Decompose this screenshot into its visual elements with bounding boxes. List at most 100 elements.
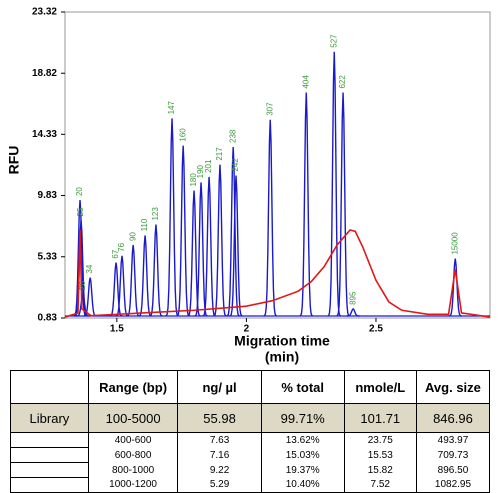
table-cell: nmole/L <box>343 370 417 404</box>
table-cell: 1082.95 <box>415 477 491 493</box>
table-row: Range (bp) ng/ µl% total nmole/L Avg. size <box>10 370 491 404</box>
table-cell: 13.62% <box>260 432 345 448</box>
peak-label: 238 <box>228 129 237 143</box>
y-tick-label: 9.83 <box>38 190 58 201</box>
table-cell <box>10 432 89 448</box>
table-cell: 5.29 <box>177 477 262 493</box>
peak <box>165 118 179 317</box>
table-cell: 101.71 <box>343 403 417 433</box>
table-cell: 15.03% <box>260 447 345 463</box>
peak <box>76 291 90 317</box>
peak-label: 15000 <box>450 232 459 255</box>
table-cell: 15.53 <box>343 447 417 463</box>
table-cell: 7.16 <box>177 447 262 463</box>
peak-label: 307 <box>265 102 274 116</box>
peak <box>202 176 216 317</box>
y-tick-label: 5.33 <box>38 251 58 262</box>
table-cell: 709.73 <box>415 447 491 463</box>
peak <box>73 199 87 317</box>
table-cell: 10.40% <box>260 477 345 493</box>
table-row: 400-600 7.63 13.62% 23.75 493.97 <box>10 432 491 448</box>
table-cell <box>10 447 89 463</box>
table-cell: 100-5000 <box>87 403 179 433</box>
peak <box>327 51 342 317</box>
y-axis-label: RFU <box>6 146 22 175</box>
plot-frame <box>64 11 491 319</box>
peak-label: 67 <box>111 249 120 258</box>
peak-label: 147 <box>167 101 176 115</box>
peak-label: 123 <box>151 207 160 221</box>
peak-label: 201 <box>204 159 213 173</box>
peak-label: 34 <box>85 264 94 273</box>
x-tick-label: 2 <box>244 324 250 335</box>
peak <box>187 190 201 317</box>
peak-label: 404 <box>301 75 310 89</box>
peak-label: 217 <box>215 147 224 161</box>
peak <box>149 224 163 317</box>
table-cell: 7.52 <box>343 477 417 493</box>
peak-label: 242 <box>231 158 240 172</box>
y-tick-label: 18.82 <box>32 68 57 79</box>
peak <box>346 307 360 317</box>
peak <box>229 175 243 317</box>
table-cell: 9.22 <box>177 462 262 478</box>
table-row: 1000-1200 5.29 10.40% 7.52 1082.95 <box>10 477 491 493</box>
x-tick-label: 1.5 <box>110 324 124 335</box>
peak-label: 190 <box>196 164 205 178</box>
table-row: 600-800 7.16 15.03% 15.53 709.73 <box>10 447 491 463</box>
peak-label: 160 <box>178 128 187 142</box>
peak-label: 622 <box>338 75 347 89</box>
x-axis-unit: (min) <box>265 349 299 365</box>
table-cell <box>10 462 89 478</box>
table-cell: 800-1000 <box>87 462 179 478</box>
table-cell: 99.71% <box>260 403 345 433</box>
table-cell: % total <box>260 370 345 404</box>
peak <box>448 258 462 317</box>
chart: RFU Migration time (min) 0.83 5.33 9.83 14.… <box>6 7 491 365</box>
peak-label: 25 <box>76 207 85 216</box>
peak-label: 110 <box>140 218 149 231</box>
table-cell: 23.75 <box>343 432 417 448</box>
table-cell: 896.50 <box>415 462 491 478</box>
table-cell: ng/ µl <box>177 370 262 404</box>
line-series <box>64 229 491 318</box>
table-cell: 493.97 <box>415 432 491 448</box>
y-tick-label: 0.83 <box>38 313 58 324</box>
table-cell: 19.37% <box>260 462 345 478</box>
peak <box>263 119 277 317</box>
peak-label: 26 <box>78 280 87 289</box>
y-tick-label: 23.32 <box>32 7 57 18</box>
table-row: Library 100-5000 55.98 99.71% 101.71 846.96 <box>10 403 491 433</box>
table-cell: Range (bp) <box>87 370 179 404</box>
table-row: 800-1000 9.22 19.37% 15.82 896.50 <box>10 462 491 478</box>
table-cell: 15.82 <box>343 462 417 478</box>
results-table: Range (bp) ng/ µl% total nmole/L Avg. size L… <box>10 370 491 493</box>
peak <box>336 92 350 317</box>
x-tick-label: 2.5 <box>369 324 383 335</box>
peak-label: 180 <box>189 173 198 187</box>
table-cell: 55.98 <box>177 403 262 433</box>
peak <box>176 145 190 317</box>
x-axis-label: Migration time <box>234 333 330 349</box>
table-cell: Avg. size <box>415 370 491 404</box>
table-cell <box>10 477 89 493</box>
y-tick-label: 14.33 <box>32 129 57 140</box>
peak <box>126 244 140 317</box>
table-cell: 846.96 <box>415 403 491 433</box>
peak-label: 76 <box>117 242 126 251</box>
peak-label: 20 <box>75 187 84 196</box>
table-cell: Library <box>10 403 89 433</box>
peak <box>213 164 227 317</box>
peak-label: 90 <box>128 231 137 240</box>
table-cell: 1000-1200 <box>87 477 179 493</box>
table-cell <box>10 370 89 404</box>
peak <box>299 92 313 317</box>
peak-label: 527 <box>329 34 338 48</box>
table-cell: 7.63 <box>177 432 262 448</box>
table-cell: 600-800 <box>87 447 179 463</box>
peak <box>226 146 240 317</box>
peak <box>138 235 152 317</box>
peak-label: 895 <box>348 291 357 305</box>
table-cell: 400-600 <box>87 432 179 448</box>
